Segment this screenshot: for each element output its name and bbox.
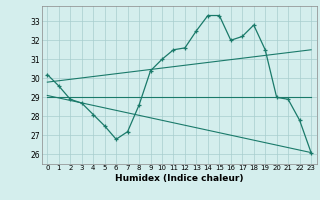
X-axis label: Humidex (Indice chaleur): Humidex (Indice chaleur) xyxy=(115,174,244,183)
